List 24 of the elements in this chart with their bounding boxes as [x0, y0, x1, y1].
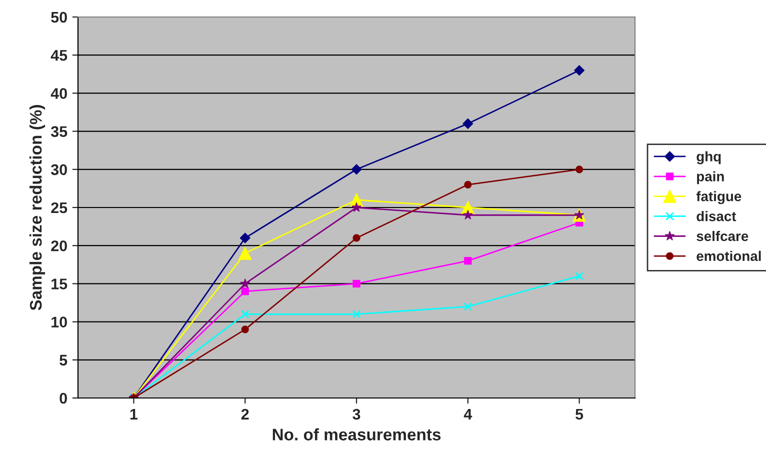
y-tick-label: 30 — [50, 164, 67, 176]
y-tick-label: 5 — [60, 354, 68, 366]
y-tick-label: 25 — [51, 202, 68, 214]
x-axis-title: No. of measurements — [272, 428, 441, 440]
y-axis-title: Sample size reduction (%) — [30, 105, 46, 310]
y-tick-label: 40 — [50, 88, 67, 99]
y-tick-label: 0 — [60, 392, 67, 404]
y-tick-label: 50 — [51, 12, 67, 23]
legend-label: selfcare — [696, 230, 748, 242]
y-tick-label: 45 — [50, 50, 68, 61]
x-tick-label: 5 — [576, 408, 584, 420]
legend-label: emotional — [696, 250, 761, 262]
y-tick-label: 10 — [52, 316, 67, 328]
legend-label: pain — [697, 171, 724, 184]
x-tick-label: 4 — [464, 408, 472, 420]
y-tick-label: 35 — [50, 126, 68, 138]
legend-label: fatigue — [696, 191, 742, 204]
x-tick-label: 2 — [241, 408, 249, 420]
legend-label: ghq — [696, 151, 721, 164]
y-tick-label: 15 — [52, 278, 68, 290]
legend-label: disact — [696, 211, 736, 222]
x-tick-label: 1 — [130, 408, 138, 420]
y-tick-label: 20 — [51, 240, 67, 252]
x-tick-label: 3 — [352, 408, 360, 420]
